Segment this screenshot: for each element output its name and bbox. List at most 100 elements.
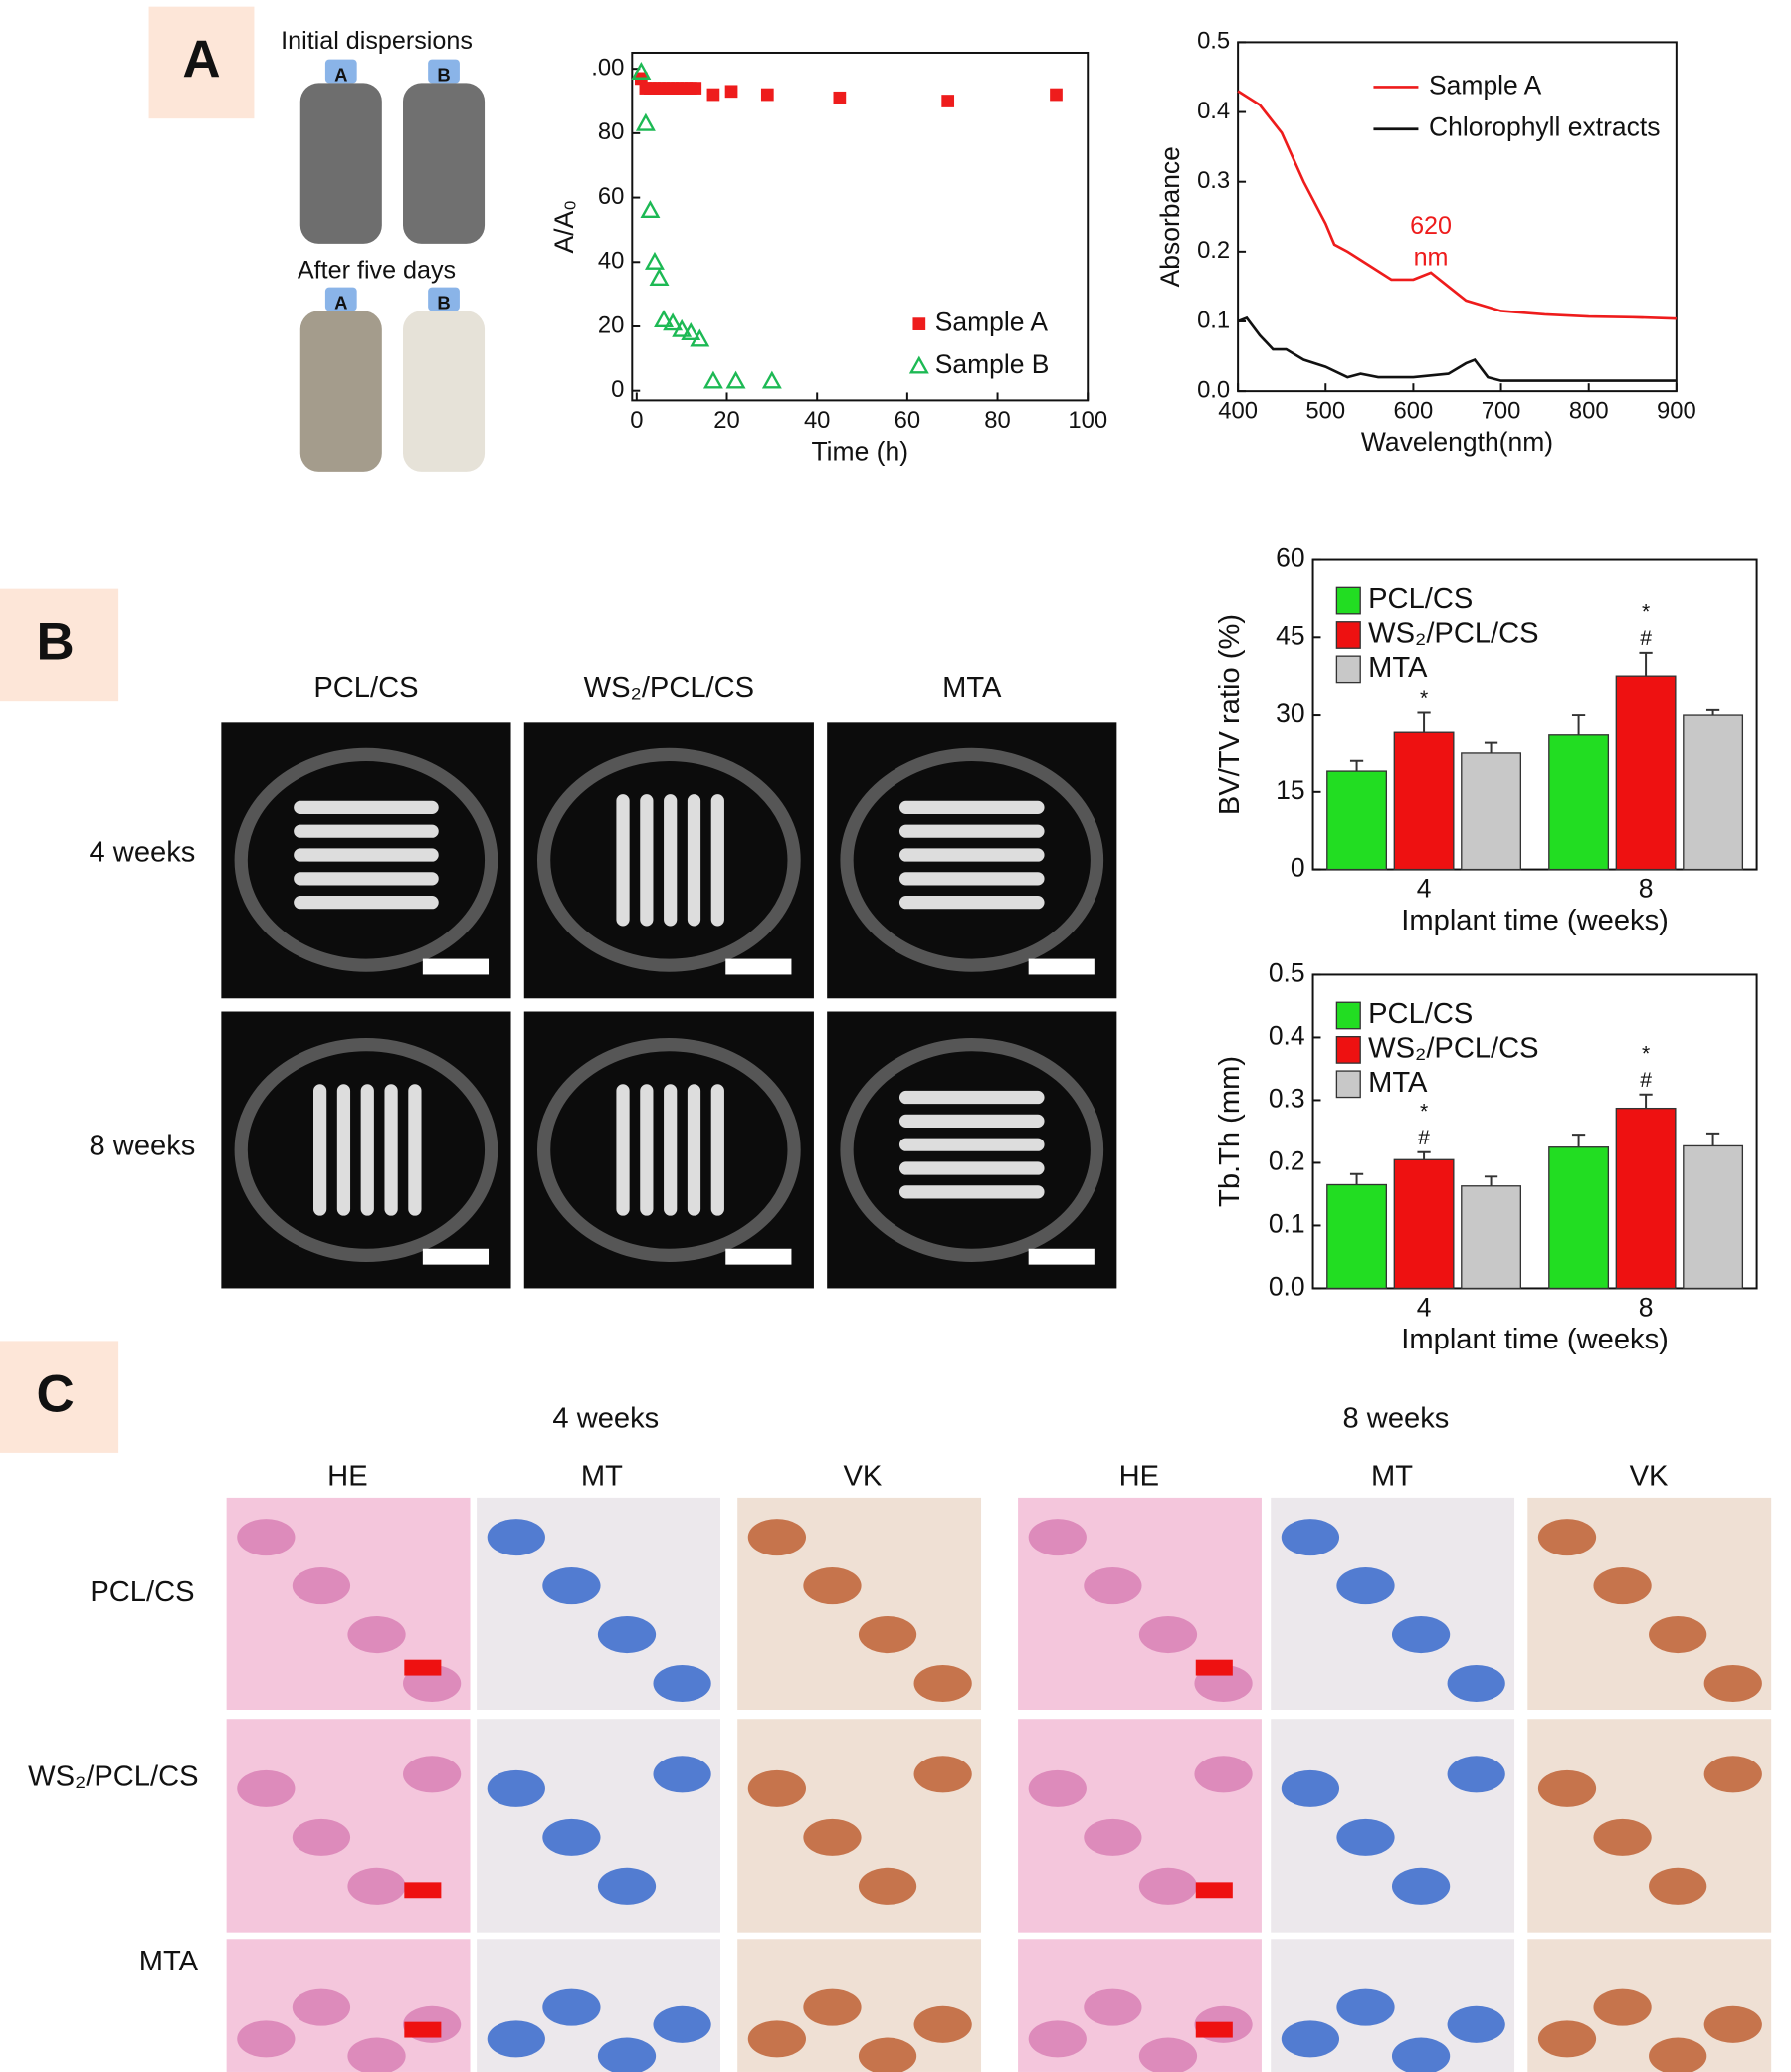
strut: [898, 896, 1045, 910]
legend-label: Chlorophyll extracts: [1429, 112, 1660, 142]
tissue: [913, 1664, 972, 1703]
error-bar: [1349, 1172, 1364, 1185]
bottle-label: B: [437, 293, 450, 313]
bone: [234, 747, 498, 972]
strut: [294, 848, 439, 862]
legend-label: MTA: [1368, 652, 1428, 684]
tissue: [542, 1818, 601, 1856]
significance-label: #: [1640, 627, 1652, 650]
bone: [234, 1037, 498, 1262]
strut: [687, 794, 701, 927]
strut: [710, 794, 724, 927]
y-axis-label: Absorbance: [1155, 146, 1185, 287]
marker: [672, 318, 693, 337]
x-tick-label: 900: [1657, 398, 1696, 425]
tissue: [1447, 2005, 1505, 2043]
bar: [1393, 1158, 1455, 1290]
significance-label: *: [1420, 687, 1428, 710]
tissue: [1084, 1567, 1142, 1605]
bar: [1548, 734, 1610, 871]
marker: [681, 322, 701, 341]
tissue: [487, 2020, 545, 2058]
tissue: [347, 1616, 406, 1654]
significance-label: #: [1418, 1127, 1430, 1149]
y-axis-label: Tb.Th (mm): [1214, 1056, 1246, 1207]
significance-label: *: [1642, 1043, 1650, 1066]
tissue: [1537, 2020, 1597, 2058]
tissue: [1336, 1567, 1395, 1605]
bottle-label: A: [334, 293, 347, 313]
tissue: [597, 1867, 657, 1905]
scale-bar: [422, 1248, 490, 1265]
y-tick-label: 0.4: [1197, 98, 1230, 124]
tissue: [1703, 2005, 1762, 2043]
tissue: [803, 1988, 862, 2026]
bar: [1461, 1185, 1522, 1290]
bar: [1615, 1107, 1677, 1290]
marker: [690, 328, 710, 347]
error-bar: [1705, 1132, 1720, 1146]
y-tick-label: 0: [1291, 853, 1305, 883]
marker: [702, 370, 723, 389]
legend-swatch: [912, 317, 926, 330]
stain-header: VK: [843, 1461, 882, 1493]
x-axis-label: Implant time (weeks): [1401, 1324, 1669, 1355]
x-tick-label: 0: [630, 407, 643, 434]
tissue: [1447, 1664, 1505, 1703]
marker: [833, 91, 847, 104]
scale-bar: [404, 1659, 442, 1676]
tissue: [403, 1756, 462, 1793]
tissue: [747, 1519, 806, 1556]
legend-swatch: [1335, 1070, 1361, 1099]
x-tick-label: 700: [1482, 398, 1521, 425]
stain-header: HE: [327, 1461, 367, 1493]
marker: [649, 268, 670, 286]
x-tick-label: 60: [895, 407, 921, 434]
stain-header: MT: [1371, 1461, 1413, 1493]
strut: [898, 824, 1045, 838]
strut: [898, 1114, 1045, 1128]
x-tick-label: 4: [1417, 874, 1432, 904]
marker: [724, 85, 738, 99]
tissue: [1391, 1616, 1451, 1654]
x-tick-label: 4: [1417, 1293, 1432, 1323]
legend-label: Sample A: [1429, 70, 1542, 100]
tissue: [487, 1519, 545, 1556]
error-bar: [1417, 711, 1431, 733]
bar: [1548, 1146, 1610, 1290]
strut: [408, 1084, 422, 1216]
bar: [1461, 752, 1522, 871]
bar: [1683, 1144, 1744, 1290]
y-tick-label: .00: [591, 54, 624, 81]
x-tick-label: 400: [1218, 398, 1258, 425]
tissue: [1593, 1988, 1652, 2026]
tissue: [237, 1769, 296, 1807]
column-header: WS₂/PCL/CS: [584, 672, 754, 704]
y-tick-label: 20: [598, 311, 625, 338]
histology-image: [1018, 1719, 1262, 1933]
marker: [1050, 88, 1063, 102]
legend-label: PCL/CS: [1368, 998, 1473, 1030]
legend-swatch: [1335, 1001, 1361, 1030]
marker: [761, 370, 782, 389]
tissue: [597, 2037, 657, 2072]
tissue: [237, 2020, 296, 2058]
y-axis-label: A/A₀: [549, 200, 579, 254]
histology-image: [1271, 1719, 1515, 1933]
bottles: [299, 59, 486, 472]
tissue: [1138, 1616, 1198, 1654]
y-tick-label: 60: [1276, 543, 1304, 573]
tissue: [1703, 1664, 1762, 1703]
tissue: [237, 1519, 296, 1556]
row-header: PCL/CS: [90, 1576, 194, 1608]
error-bar: [1571, 714, 1586, 735]
x-axis-label: Implant time (weeks): [1401, 905, 1669, 936]
tissue: [913, 2005, 972, 2043]
y-tick-label: 0.4: [1269, 1020, 1305, 1050]
tissue: [1281, 2020, 1340, 2058]
tissue: [1649, 1867, 1707, 1905]
x-tick-label: 80: [984, 407, 1011, 434]
panel-label-box: [0, 1341, 119, 1453]
strut: [336, 1084, 351, 1216]
